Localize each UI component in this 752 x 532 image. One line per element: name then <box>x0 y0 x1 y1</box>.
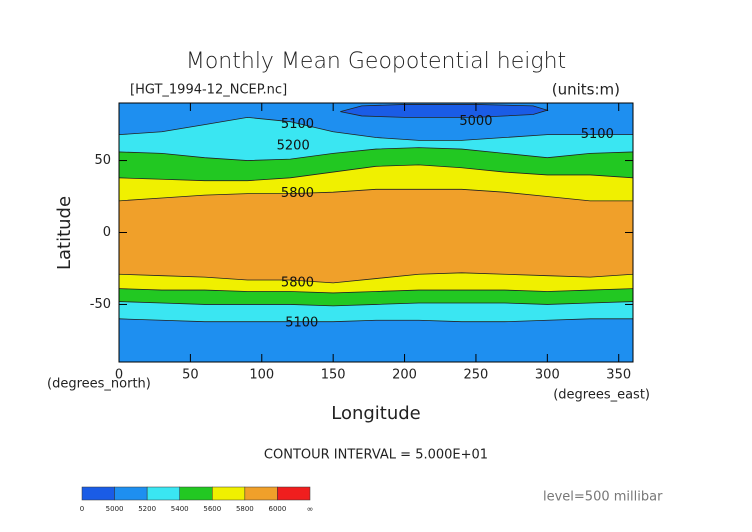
x-unit-label: (degrees_east) <box>553 388 650 403</box>
colorbar-box <box>179 486 213 501</box>
colorbar-label: ∞ <box>307 505 314 514</box>
colorbar-box <box>81 486 115 501</box>
colorbar-label: 5000 <box>106 505 124 513</box>
colorbar-label: 0 <box>80 505 84 513</box>
contour-label: 5100 <box>581 127 614 142</box>
colorbar-box <box>114 486 148 501</box>
x-tick-label: 100 <box>249 368 274 383</box>
contour-label: 5100 <box>281 117 314 132</box>
x-tick-label: 350 <box>606 368 631 383</box>
contour-line <box>119 147 633 161</box>
colorbar-label: 5800 <box>236 505 254 513</box>
contour-label: 5800 <box>281 275 314 290</box>
colorbar-box <box>277 486 311 501</box>
contour-line <box>119 164 633 182</box>
contour-line <box>119 116 633 141</box>
x-tick-label: 50 <box>182 368 199 383</box>
contour-label: 5800 <box>281 186 314 201</box>
x-label: Longitude <box>331 403 421 424</box>
band-fill <box>119 318 633 362</box>
colorbar-box <box>146 486 180 501</box>
plot-area: 5100 5000 5100 5200 5800 5800 5100 <box>119 103 633 362</box>
colorbar-label: 5200 <box>138 505 156 513</box>
level-label: level=500 millibar <box>543 490 663 505</box>
contour-label: 5100 <box>285 316 318 331</box>
file-label: [HGT_1994-12_NCEP.nc] <box>130 83 287 98</box>
contour-line <box>119 288 633 294</box>
units-label: (units:m) <box>552 81 620 99</box>
x-tick-label: 250 <box>464 368 489 383</box>
x-tick-label: 200 <box>392 368 417 383</box>
y-tick-label: 0 <box>103 225 111 240</box>
contour-label: 5200 <box>277 139 310 154</box>
x-tick-label: 300 <box>535 368 560 383</box>
chart-title: Monthly Mean Geopotential height <box>186 49 566 74</box>
contour-label: 5000 <box>459 114 492 129</box>
colorbar-box <box>244 486 278 501</box>
y-unit-label: (degrees_north) <box>47 377 151 392</box>
colorbar-label: 6000 <box>269 505 287 513</box>
y-label: Latitude <box>54 196 75 270</box>
colorbar-label: 5600 <box>203 505 221 513</box>
contour-line <box>119 272 633 284</box>
y-tick-label: -50 <box>90 297 111 312</box>
y-tick-label: 50 <box>94 153 111 168</box>
band-fill <box>340 104 548 118</box>
contour-line <box>119 318 633 323</box>
contour-interval: CONTOUR INTERVAL = 5.000E+01 <box>264 448 488 463</box>
contour-line <box>119 188 633 202</box>
colorbar-box <box>212 486 246 501</box>
x-tick-label: 0 <box>115 368 123 383</box>
colorbar-label: 5400 <box>171 505 189 513</box>
x-tick-label: 150 <box>321 368 346 383</box>
contour-line <box>119 301 633 307</box>
